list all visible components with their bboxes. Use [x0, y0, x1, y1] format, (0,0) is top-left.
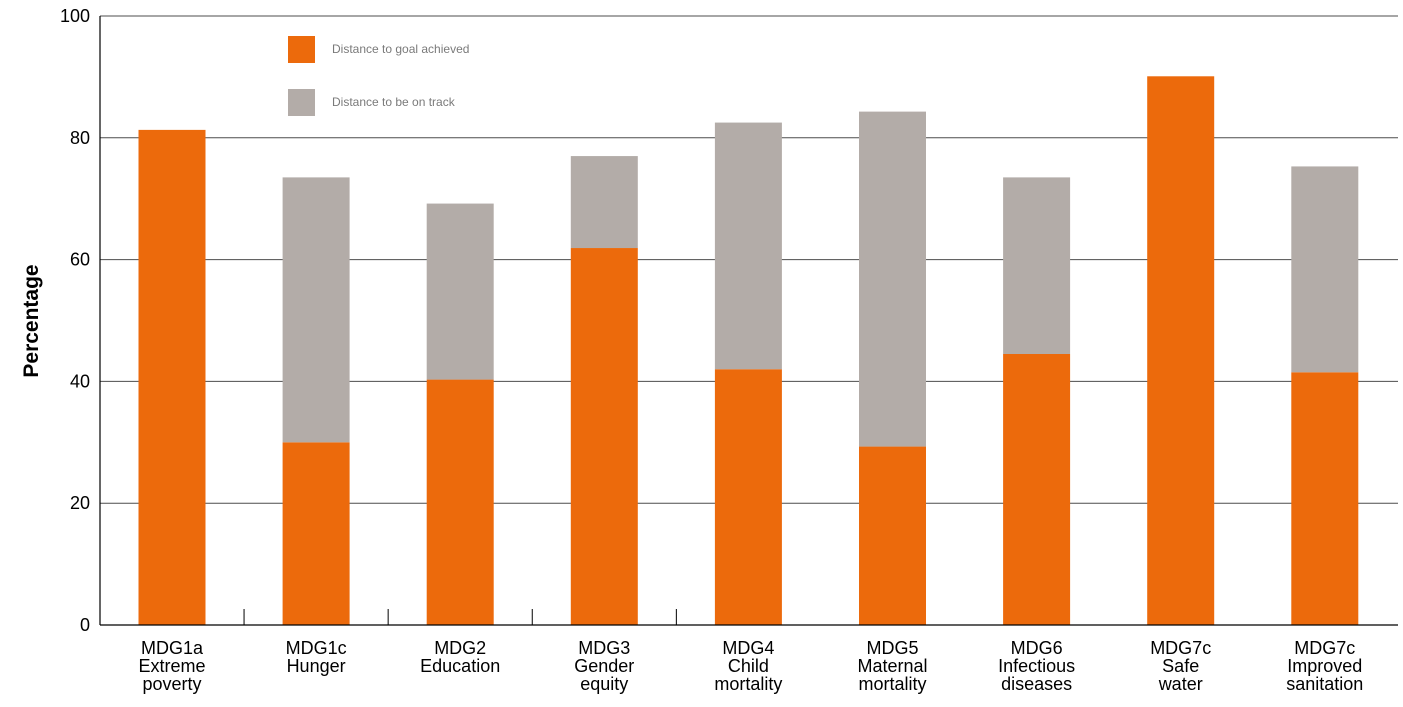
legend: Distance to goal achieved Distance to be … — [288, 36, 469, 116]
x-category-label-line: MDG2 — [434, 638, 486, 658]
x-category-label-line: MDG1a — [141, 638, 204, 658]
bar-on-track — [859, 111, 926, 447]
x-category-label: MDG7c Improved sanitation — [1286, 638, 1363, 694]
axes — [99, 16, 1398, 626]
bar-on-track — [426, 203, 494, 380]
bar-achieved — [714, 369, 782, 625]
x-category-label: MDG4 Child mortality — [714, 638, 782, 694]
bar-on-track — [570, 156, 638, 249]
bars — [138, 76, 1359, 626]
bar-achieved — [426, 379, 494, 625]
y-tick-label: 0 — [80, 615, 90, 635]
y-tick-label: 80 — [70, 128, 90, 148]
x-category-label: MDG5 Maternal mortality — [857, 638, 927, 694]
x-category-label-line: Improved — [1287, 656, 1362, 676]
y-tick-label: 40 — [70, 371, 90, 391]
x-category-label-line: Safe — [1162, 656, 1199, 676]
x-category-label: MDG1c Hunger — [286, 638, 347, 676]
bar-achieved — [859, 446, 926, 625]
x-category-label-line: Child — [728, 656, 769, 676]
legend-swatch — [288, 89, 315, 116]
bar-achieved — [1147, 76, 1215, 625]
y-axis-title: Percentage — [20, 264, 43, 377]
bar-achieved — [282, 442, 350, 625]
x-category-label-line: equity — [580, 674, 628, 694]
x-category-label-line: Infectious — [998, 656, 1075, 676]
bar-on-track — [714, 122, 782, 370]
x-category-label-line: MDG1c — [286, 638, 347, 658]
x-category-label-line: sanitation — [1286, 674, 1363, 694]
y-tick-label: 20 — [70, 493, 90, 513]
x-category-label: MDG1a Extreme poverty — [138, 638, 205, 694]
x-category-label-line: Maternal — [857, 656, 927, 676]
x-category-label-line: mortality — [858, 674, 926, 694]
x-category-label-line: Education — [420, 656, 500, 676]
x-category-label-line: Extreme — [138, 656, 205, 676]
x-category-label: MDG2 Education — [420, 638, 500, 676]
bar-on-track — [282, 177, 350, 443]
bar-achieved — [1291, 372, 1359, 625]
x-category-label-line: MDG3 — [578, 638, 630, 658]
x-category-label-line: MDG7c — [1294, 638, 1355, 658]
x-category-label-line: Gender — [574, 656, 634, 676]
y-tick-label: 60 — [70, 250, 90, 270]
x-category-label: MDG6 Infectious diseases — [998, 638, 1075, 694]
bar-achieved — [570, 248, 638, 626]
x-category-label-line: MDG7c — [1150, 638, 1211, 658]
y-tick-labels: 0 20 40 60 80 100 — [60, 6, 90, 635]
x-category-label-line: MDG5 — [866, 638, 918, 658]
x-category-label-line: MDG4 — [722, 638, 774, 658]
x-category-label-line: diseases — [1001, 674, 1072, 694]
x-category-label-line: mortality — [714, 674, 782, 694]
x-category-label: MDG3 Gender equity — [574, 638, 634, 694]
bar-on-track — [1003, 177, 1071, 354]
legend-swatch — [288, 36, 315, 63]
x-category-label-line: Hunger — [287, 656, 346, 676]
bar-achieved — [1003, 353, 1071, 625]
legend-label: Distance to goal achieved — [332, 42, 469, 56]
legend-label: Distance to be on track — [332, 95, 456, 109]
x-category-label-line: MDG6 — [1011, 638, 1063, 658]
x-category-labels: MDG1a Extreme poverty MDG1c Hunger MDG2 Educat… — [138, 638, 1363, 694]
y-tick-label: 100 — [60, 6, 90, 26]
x-category-label-line: water — [1158, 674, 1203, 694]
bar-on-track — [1291, 166, 1359, 373]
x-category-label: MDG7c Safe water — [1150, 638, 1211, 694]
bar-achieved — [138, 129, 206, 625]
x-category-label-line: poverty — [142, 674, 201, 694]
